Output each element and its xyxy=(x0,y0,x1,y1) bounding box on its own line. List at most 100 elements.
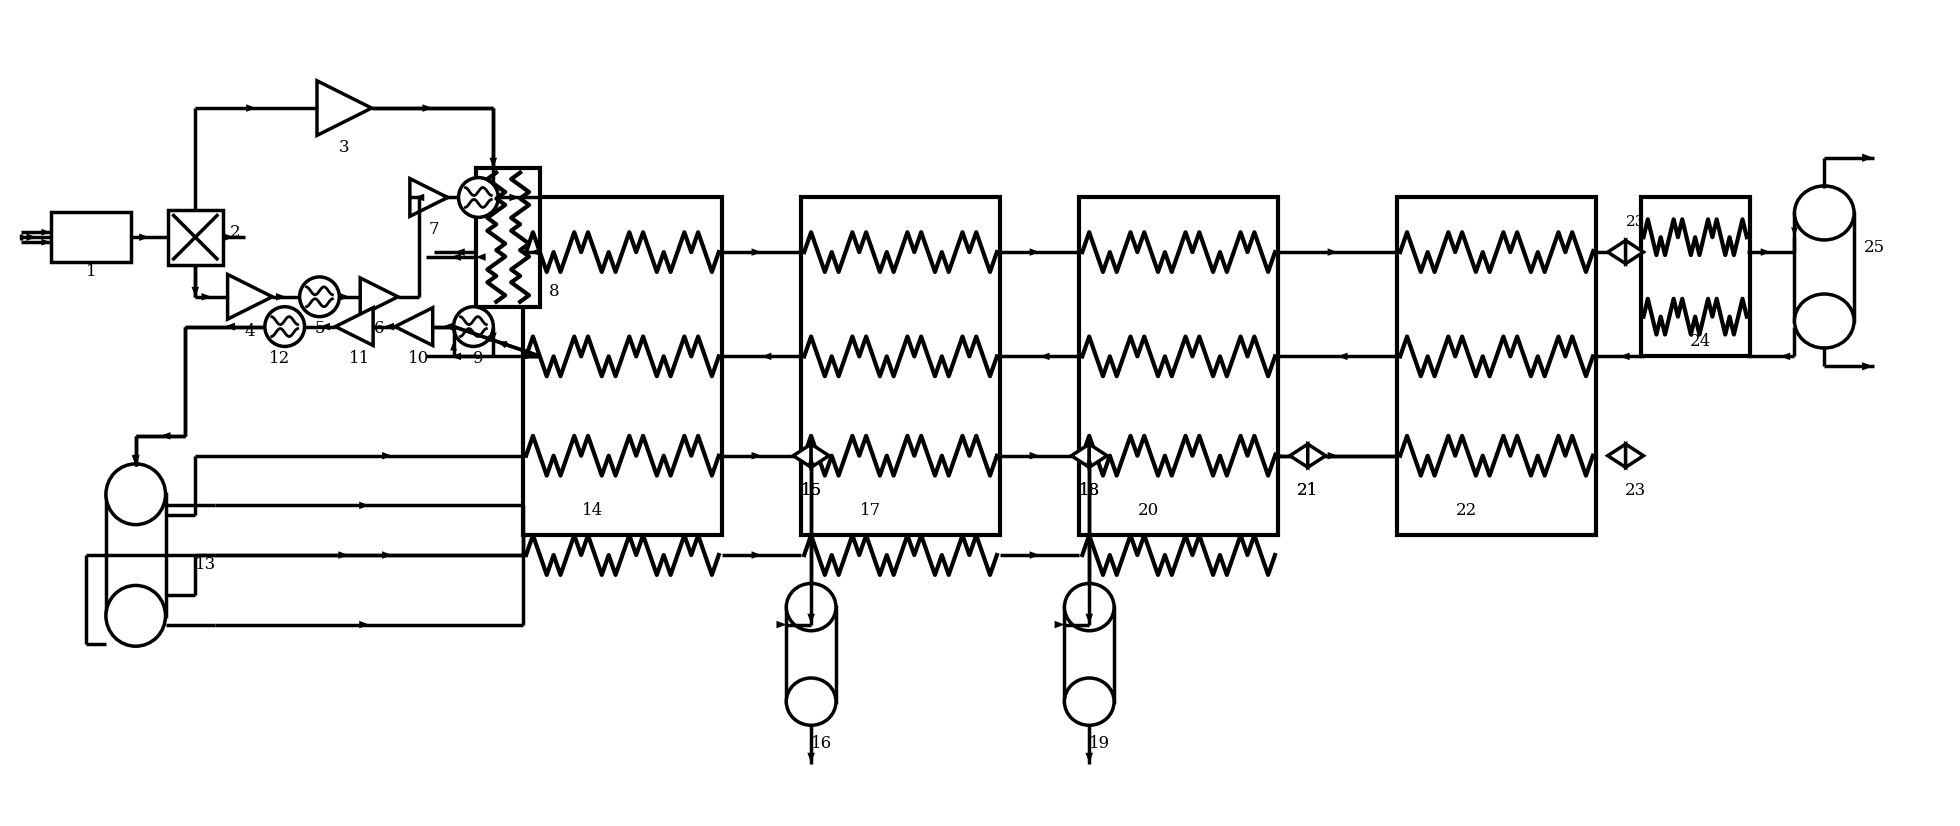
Polygon shape xyxy=(359,501,368,509)
Text: 17: 17 xyxy=(860,502,882,519)
Polygon shape xyxy=(751,452,762,459)
Polygon shape xyxy=(1760,249,1770,256)
Bar xyxy=(51,212,131,262)
Polygon shape xyxy=(1607,240,1625,263)
Text: 22: 22 xyxy=(1456,502,1478,519)
Bar xyxy=(1795,213,1854,321)
Polygon shape xyxy=(161,432,171,439)
Polygon shape xyxy=(751,249,762,256)
Ellipse shape xyxy=(106,586,165,646)
Text: 7: 7 xyxy=(429,221,439,238)
Text: 25: 25 xyxy=(1864,239,1884,255)
Ellipse shape xyxy=(1795,186,1854,240)
Text: 8: 8 xyxy=(549,283,559,301)
Polygon shape xyxy=(276,293,286,301)
Polygon shape xyxy=(1274,452,1284,459)
Polygon shape xyxy=(359,621,368,629)
Polygon shape xyxy=(1592,249,1601,256)
Ellipse shape xyxy=(1064,583,1113,631)
Text: 21: 21 xyxy=(1298,482,1319,499)
Polygon shape xyxy=(1029,249,1039,256)
Polygon shape xyxy=(227,274,272,319)
Polygon shape xyxy=(1086,752,1094,762)
Polygon shape xyxy=(443,323,453,330)
Polygon shape xyxy=(751,551,762,559)
Polygon shape xyxy=(455,249,465,256)
Polygon shape xyxy=(1337,353,1348,360)
Bar xyxy=(1064,607,1113,701)
Polygon shape xyxy=(1086,456,1094,466)
Bar xyxy=(802,197,1000,535)
Polygon shape xyxy=(41,239,51,245)
Polygon shape xyxy=(443,323,453,330)
Text: 24: 24 xyxy=(1690,333,1711,350)
Polygon shape xyxy=(339,293,349,301)
Text: 13: 13 xyxy=(194,557,216,573)
Polygon shape xyxy=(451,341,457,350)
Polygon shape xyxy=(1607,444,1625,468)
Polygon shape xyxy=(1307,444,1325,468)
Polygon shape xyxy=(1054,621,1064,629)
Polygon shape xyxy=(192,287,200,297)
Polygon shape xyxy=(498,341,508,349)
Polygon shape xyxy=(384,323,394,330)
Polygon shape xyxy=(1625,444,1644,468)
Polygon shape xyxy=(529,249,539,256)
Text: 21: 21 xyxy=(1298,482,1319,499)
Polygon shape xyxy=(476,254,486,261)
Text: 2: 2 xyxy=(229,224,241,240)
Polygon shape xyxy=(1072,444,1090,468)
Text: 23: 23 xyxy=(1627,216,1644,230)
Polygon shape xyxy=(223,234,233,241)
Polygon shape xyxy=(1327,249,1337,256)
Polygon shape xyxy=(382,551,392,559)
Bar xyxy=(523,197,721,535)
Bar xyxy=(1641,197,1750,356)
Polygon shape xyxy=(811,444,829,468)
Polygon shape xyxy=(382,452,392,459)
Text: 18: 18 xyxy=(1078,482,1100,499)
Polygon shape xyxy=(1290,444,1307,468)
Bar xyxy=(1080,197,1278,535)
Polygon shape xyxy=(451,353,461,360)
Polygon shape xyxy=(41,229,51,235)
Polygon shape xyxy=(335,308,372,345)
Text: 20: 20 xyxy=(1139,502,1160,519)
Polygon shape xyxy=(1086,614,1094,624)
Text: 4: 4 xyxy=(245,323,255,340)
Polygon shape xyxy=(762,353,772,360)
Polygon shape xyxy=(225,323,235,330)
Polygon shape xyxy=(510,193,519,202)
Polygon shape xyxy=(318,81,372,135)
Text: 9: 9 xyxy=(472,350,484,367)
Ellipse shape xyxy=(106,464,165,525)
Polygon shape xyxy=(1039,353,1049,360)
Text: 1: 1 xyxy=(86,263,96,281)
Text: 5: 5 xyxy=(314,320,325,337)
Polygon shape xyxy=(1862,154,1874,162)
Polygon shape xyxy=(247,104,257,112)
Text: 3: 3 xyxy=(339,140,349,156)
Polygon shape xyxy=(25,234,37,241)
Text: 10: 10 xyxy=(408,350,429,367)
Polygon shape xyxy=(443,193,453,202)
Polygon shape xyxy=(339,551,349,559)
Bar xyxy=(786,607,837,701)
Text: 23: 23 xyxy=(1625,482,1646,499)
Polygon shape xyxy=(808,614,815,624)
Polygon shape xyxy=(490,333,496,341)
Polygon shape xyxy=(521,353,531,360)
Bar xyxy=(169,210,223,264)
Bar xyxy=(476,168,541,306)
Polygon shape xyxy=(486,335,498,342)
Polygon shape xyxy=(1090,444,1107,468)
Polygon shape xyxy=(490,158,498,168)
Polygon shape xyxy=(1327,452,1337,459)
Polygon shape xyxy=(131,455,139,465)
Polygon shape xyxy=(1780,353,1789,360)
Ellipse shape xyxy=(1795,294,1854,348)
Text: 11: 11 xyxy=(349,350,370,367)
Polygon shape xyxy=(776,621,786,629)
Circle shape xyxy=(459,178,498,217)
Polygon shape xyxy=(808,752,815,762)
